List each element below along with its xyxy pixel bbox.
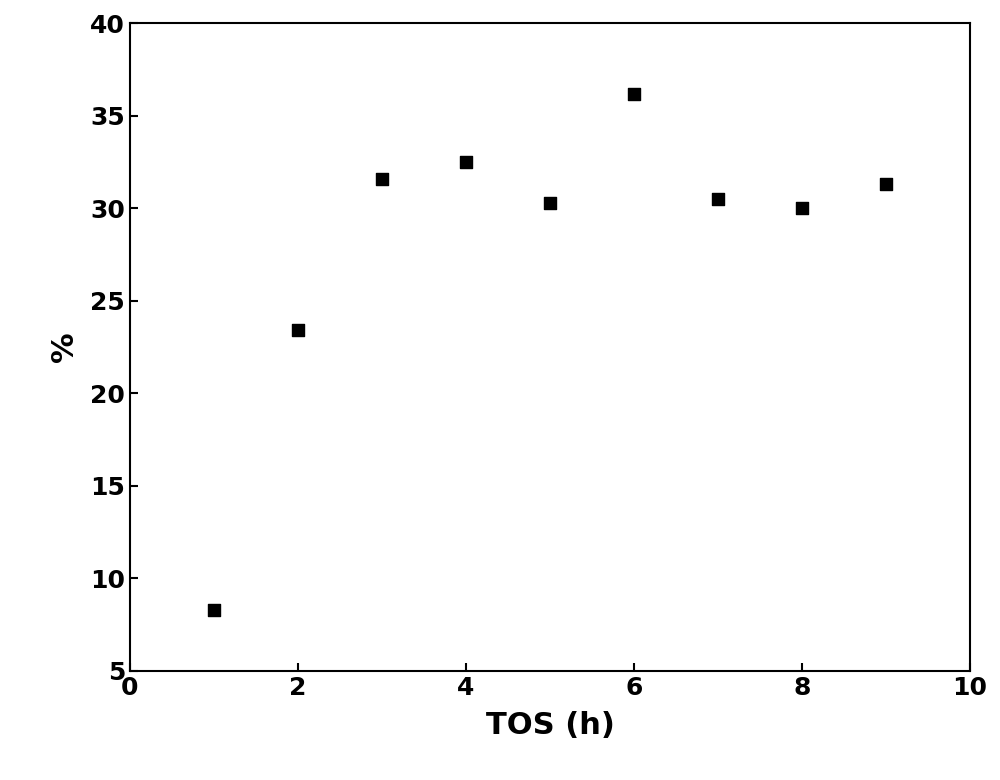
Point <box>878 178 894 190</box>
Point <box>206 604 222 616</box>
Point <box>458 156 474 168</box>
Point <box>626 87 642 100</box>
Point <box>710 193 726 205</box>
Y-axis label: %: % <box>50 332 79 363</box>
X-axis label: TOS (h): TOS (h) <box>486 711 614 739</box>
Point <box>290 324 306 337</box>
Point <box>374 172 390 185</box>
Point <box>794 202 810 215</box>
Point <box>542 197 558 209</box>
